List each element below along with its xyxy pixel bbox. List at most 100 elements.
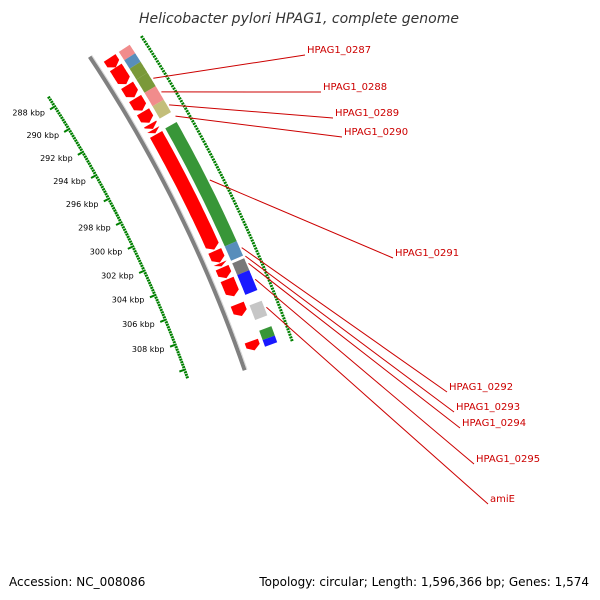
outer-tick [249, 236, 253, 240]
leader-line-hpag1-0289 [169, 104, 334, 119]
outer-tick [250, 239, 255, 243]
cds-arrow-4 [129, 94, 147, 111]
outer-tick [202, 139, 206, 144]
gene-block-hpag1-0295 [237, 270, 258, 295]
gene-block-hpag1-0288 [144, 86, 164, 107]
gene-label-amie[interactable]: amiE [490, 494, 515, 505]
outer-tick [288, 333, 292, 337]
minor-tick [64, 122, 68, 127]
minor-tick [126, 235, 130, 239]
minor-tick [86, 159, 90, 163]
gene-label-hpag1-0288[interactable]: HPAG1_0288 [323, 82, 387, 93]
gene-label-hpag1-0289[interactable]: HPAG1_0289 [335, 108, 399, 119]
minor-tick [181, 365, 186, 369]
outer-tick [257, 254, 261, 258]
minor-tick [83, 155, 88, 159]
outer-tick [238, 212, 243, 216]
leader-line-hpag1-0290 [175, 115, 343, 138]
outer-tick [246, 231, 251, 235]
cds-arrow-8 [150, 131, 219, 250]
minor-tick [97, 180, 102, 184]
outer-tick [242, 220, 246, 224]
outer-tick [283, 319, 287, 323]
outer-tick [214, 163, 218, 167]
minor-tick [132, 247, 136, 251]
tick-label-292: 292 kbp [40, 154, 73, 163]
outer-tick [212, 160, 217, 164]
outer-tick [233, 202, 238, 206]
tick-label-294: 294 kbp [53, 177, 86, 186]
outer-tick [192, 122, 197, 126]
tick-label-296: 296 kbp [66, 200, 99, 209]
minor-tick [175, 348, 179, 352]
outer-tick [144, 42, 149, 46]
minor-tick [62, 120, 67, 124]
outer-tick [206, 147, 210, 151]
gene-label-hpag1-0293[interactable]: HPAG1_0293 [456, 402, 520, 413]
minor-tick [180, 363, 185, 367]
outer-tick [193, 124, 198, 128]
gene-block-extra-4 [259, 326, 275, 340]
outer-tick [248, 233, 252, 237]
outer-tick [188, 114, 192, 118]
minor-tick [117, 218, 122, 222]
outer-tick [158, 64, 163, 68]
gene-label-hpag1-0292[interactable]: HPAG1_0292 [449, 382, 513, 393]
gene-label-hpag1-0290[interactable]: HPAG1_0290 [344, 127, 408, 138]
outer-tick [270, 287, 275, 291]
cds-arrow-14 [244, 338, 260, 351]
outer-tick [149, 49, 154, 54]
outer-tick [278, 306, 282, 309]
minor-tick [90, 166, 94, 170]
outer-tick [172, 86, 176, 91]
outer-tick [260, 262, 265, 266]
minor-tick [165, 323, 170, 327]
outer-tick [216, 168, 221, 172]
outer-tick [186, 112, 191, 116]
outer-tick [252, 244, 257, 248]
minor-tick [158, 305, 163, 309]
outer-tick [240, 217, 245, 221]
gene-label-hpag1-0295[interactable]: HPAG1_0295 [476, 454, 540, 465]
outer-tick [176, 94, 181, 98]
outer-tick [231, 196, 235, 200]
outer-tick [175, 91, 179, 96]
outer-tick [286, 327, 290, 331]
minor-tick [125, 232, 129, 237]
minor-tick [183, 370, 188, 374]
minor-tick [91, 169, 96, 173]
minor-tick [178, 355, 182, 359]
minor-tick [60, 116, 64, 120]
gene-block-hpag1-0291 [165, 122, 237, 247]
gene-label-hpag1-0294[interactable]: HPAG1_0294 [462, 418, 526, 429]
axis-ticks [47, 35, 294, 379]
minor-tick [146, 278, 151, 283]
minor-tick [72, 136, 77, 140]
outer-tick [196, 129, 201, 133]
minor-tick [129, 242, 134, 246]
gene-block-extra-1 [118, 44, 136, 61]
tick-label-306: 306 kbp [122, 320, 155, 329]
minor-tick [105, 194, 110, 199]
minor-tick [49, 100, 54, 104]
outer-tick [140, 35, 144, 39]
outer-tick [161, 69, 166, 73]
major-tick [179, 368, 187, 373]
gene-label-hpag1-0291[interactable]: HPAG1_0291 [395, 248, 459, 259]
leader-line-hpag1-0293 [245, 255, 455, 413]
outer-tick [220, 176, 225, 180]
tick-label-308: 308 kbp [132, 345, 165, 354]
outer-tick [279, 308, 283, 312]
outer-tick [170, 84, 175, 88]
outer-tick [198, 132, 202, 136]
minor-tick [84, 157, 89, 161]
minor-tick [92, 171, 97, 175]
outer-tick [143, 40, 147, 44]
minor-tick [68, 129, 73, 134]
gene-label-hpag1-0287[interactable]: HPAG1_0287 [307, 45, 371, 56]
leader-line-hpag1-0295 [254, 278, 475, 465]
major-tick [115, 220, 123, 226]
outer-tick [232, 199, 236, 203]
minor-tick [79, 148, 84, 152]
